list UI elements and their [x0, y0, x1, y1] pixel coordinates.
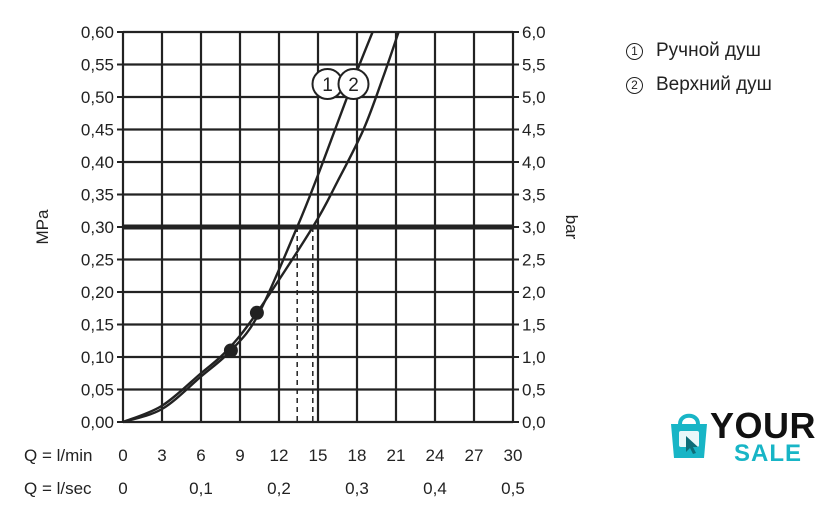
- brand-logo: YOUR SALE: [666, 404, 830, 468]
- y-tick-label-right: 2,0: [522, 283, 546, 302]
- x-tick-label-lmin: 27: [465, 446, 484, 465]
- y-tick-label-left: 0,35: [81, 186, 114, 205]
- shopping-bag-icon: [671, 413, 707, 458]
- brand-word-sale: SALE: [734, 440, 803, 467]
- y-axis-title-left: MPa: [33, 209, 52, 245]
- x-tick-label-lsec: 0,2: [267, 479, 291, 498]
- y-tick-label-right: 0,0: [522, 413, 546, 432]
- x-tick-label-lmin: 6: [196, 446, 205, 465]
- y-tick-label-right: 3,5: [522, 186, 546, 205]
- x-tick-label-lsec: 0,4: [423, 479, 447, 498]
- legend-item-2: 2 Верхний душ: [626, 68, 772, 102]
- series-dot-1: [223, 343, 238, 358]
- series-dot-2: [249, 305, 264, 320]
- x-tick-label-lsec: 0: [118, 479, 127, 498]
- x-axis-title-lmin: Q = l/min: [24, 446, 93, 465]
- x-tick-label-lmin: 21: [387, 446, 406, 465]
- y-tick-label-right: 2,5: [522, 251, 546, 270]
- y-tick-label-right: 0,5: [522, 381, 546, 400]
- legend-item-1: 1 Ручной душ: [626, 34, 772, 68]
- series-marker-label-2: 2: [348, 75, 359, 96]
- x-tick-label-lmin: 9: [235, 446, 244, 465]
- y-tick-label-right: 4,5: [522, 121, 546, 140]
- chart-tick-labels: 0,000,050,100,150,200,250,300,350,400,45…: [24, 23, 581, 498]
- x-tick-label-lmin: 30: [504, 446, 523, 465]
- y-tick-label-left: 0,10: [81, 348, 114, 367]
- y-tick-label-right: 5,0: [522, 88, 546, 107]
- y-tick-label-left: 0,15: [81, 316, 114, 335]
- y-tick-label-left: 0,30: [81, 218, 114, 237]
- legend-number-1: 1: [626, 42, 643, 60]
- y-tick-label-right: 1,5: [522, 316, 546, 335]
- x-tick-label-lsec: 0,5: [501, 479, 525, 498]
- chart-grid: [117, 30, 519, 424]
- series-marker-circle-2: [337, 68, 370, 100]
- legend-label-2: Верхний душ: [656, 74, 772, 95]
- y-tick-label-left: 0,00: [81, 413, 114, 432]
- reference-pressure-line: [123, 224, 513, 422]
- y-tick-label-right: 6,0: [522, 23, 546, 42]
- y-tick-label-left: 0,05: [81, 381, 114, 400]
- series-marker-label-1: 1: [322, 75, 333, 96]
- y-tick-label-left: 0,60: [81, 23, 114, 42]
- y-axis-title-right: bar: [562, 215, 581, 240]
- x-tick-label-lsec: 0,3: [345, 479, 369, 498]
- y-tick-label-left: 0,25: [81, 251, 114, 270]
- y-tick-label-right: 1,0: [522, 348, 546, 367]
- x-tick-label-lmin: 24: [426, 446, 445, 465]
- legend-label-1: Ручной душ: [656, 40, 761, 61]
- y-tick-label-left: 0,45: [81, 121, 114, 140]
- y-tick-label-left: 0,55: [81, 56, 114, 75]
- x-tick-label-lsec: 0,1: [189, 479, 213, 498]
- y-tick-label-right: 4,0: [522, 153, 546, 172]
- x-axis-title-lsec: Q = l/sec: [24, 479, 92, 498]
- x-tick-label-lmin: 12: [270, 446, 289, 465]
- x-tick-label-lmin: 15: [309, 446, 328, 465]
- x-tick-label-lmin: 0: [118, 446, 127, 465]
- x-tick-label-lmin: 18: [348, 446, 367, 465]
- y-tick-label-left: 0,50: [81, 88, 114, 107]
- y-tick-label-right: 3,0: [522, 218, 546, 237]
- series-line-2: [122, 31, 400, 424]
- y-tick-label-left: 0,20: [81, 283, 114, 302]
- x-tick-label-lmin: 3: [157, 446, 166, 465]
- y-tick-label-right: 5,5: [522, 56, 546, 75]
- legend-number-2: 2: [626, 76, 643, 94]
- brand-word-your: YOUR: [710, 405, 817, 446]
- legend: 1 Ручной душ 2 Верхний душ: [626, 34, 772, 102]
- y-tick-label-left: 0,40: [81, 153, 114, 172]
